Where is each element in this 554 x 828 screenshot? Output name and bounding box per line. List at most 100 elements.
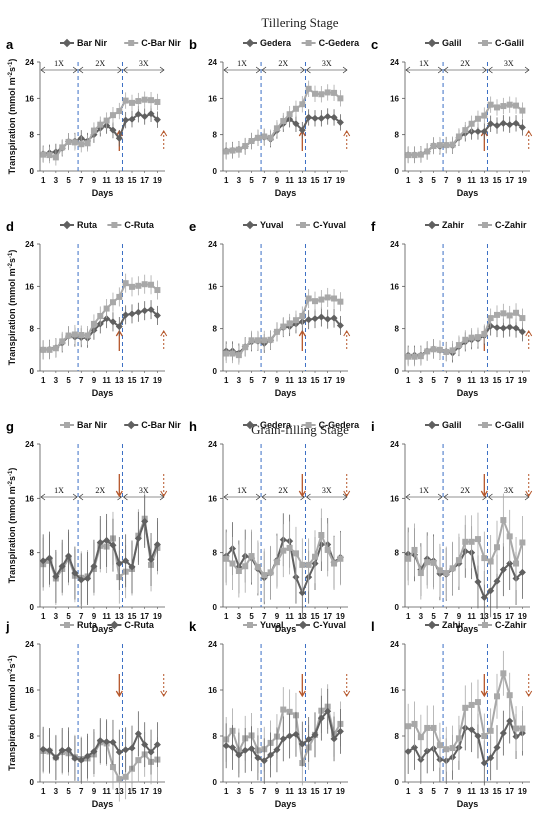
x-tick-label: 15 — [493, 176, 502, 185]
data-point — [267, 134, 274, 141]
data-point — [267, 569, 274, 576]
x-tick-label: 13 — [298, 176, 307, 185]
data-point — [280, 547, 287, 554]
panel-label-l: l — [371, 619, 375, 634]
y-tick-label: 0 — [213, 367, 218, 376]
x-tick-label: 15 — [128, 787, 137, 796]
data-point — [90, 562, 98, 570]
data-point — [487, 120, 495, 128]
x-tick-label: 11 — [467, 612, 476, 621]
arrowhead-right-icon — [437, 493, 443, 501]
arrowhead-left-icon — [261, 493, 267, 501]
x-tick-label: 19 — [518, 787, 527, 796]
data-point — [109, 764, 116, 771]
data-point — [487, 101, 494, 108]
data-point — [235, 568, 242, 575]
data-point — [122, 746, 130, 754]
data-point — [248, 553, 255, 560]
x-tick-label: 17 — [140, 376, 149, 385]
data-point — [336, 321, 344, 330]
arrowhead-right-icon — [72, 493, 78, 501]
data-point — [506, 717, 514, 725]
data-point — [59, 338, 66, 345]
data-point — [45, 554, 54, 562]
data-point — [235, 352, 242, 359]
legend-diamond-icon — [126, 420, 136, 430]
data-point — [292, 105, 299, 112]
data-point — [280, 323, 287, 330]
arrow-down-icon — [298, 490, 306, 498]
data-point — [153, 311, 161, 319]
x-tick-label: 1 — [41, 176, 46, 185]
data-point — [324, 315, 332, 323]
x-tick-label: 17 — [505, 376, 514, 385]
data-point — [122, 116, 130, 124]
x-tick-label: 11 — [467, 376, 476, 385]
panel-label-h: h — [189, 419, 197, 434]
data-point — [65, 552, 73, 560]
data-point — [311, 315, 319, 323]
x-axis-label: Days — [275, 188, 297, 198]
data-point — [292, 550, 299, 557]
data-point — [518, 568, 526, 576]
data-point — [122, 557, 130, 565]
data-point — [330, 314, 338, 322]
data-point — [455, 342, 462, 349]
data-point — [455, 557, 462, 564]
legend-square-icon — [482, 222, 488, 228]
arrowhead-right-icon — [437, 66, 443, 74]
arrow-dashed-icon — [160, 130, 168, 137]
data-point — [223, 148, 230, 155]
y-tick-label: 16 — [208, 282, 217, 291]
data-point — [154, 287, 161, 294]
data-point — [405, 353, 412, 360]
arrowhead-right-icon — [72, 66, 78, 74]
data-point — [59, 144, 66, 151]
data-point — [411, 152, 418, 159]
x-tick-label: 5 — [249, 176, 254, 185]
data-point — [424, 559, 431, 566]
data-point — [500, 517, 507, 524]
data-point — [480, 759, 488, 767]
legend-diamond-icon — [245, 420, 255, 430]
data-point — [153, 116, 161, 124]
data-point — [494, 693, 501, 700]
data-point — [480, 127, 488, 136]
data-point — [286, 544, 293, 551]
data-point — [128, 310, 136, 318]
data-point — [499, 729, 507, 737]
x-tick-label: 3 — [54, 787, 59, 796]
data-point — [305, 113, 313, 121]
x-tick-label: 3 — [54, 612, 59, 621]
legend-label-1: Ruta — [77, 220, 98, 230]
phase-label: 1X — [54, 486, 64, 495]
x-tick-label: 15 — [311, 376, 320, 385]
x-tick-label: 5 — [431, 176, 436, 185]
x-tick-label: 17 — [323, 376, 332, 385]
legend-label-1: Yuval — [260, 620, 284, 630]
data-point — [513, 560, 520, 567]
x-tick-label: 5 — [66, 787, 71, 796]
y-tick-label: 24 — [208, 440, 217, 449]
x-tick-label: 19 — [153, 612, 162, 621]
data-point — [116, 776, 123, 783]
x-tick-label: 17 — [140, 787, 149, 796]
data-point — [330, 113, 338, 121]
arrowhead-right-icon — [255, 66, 261, 74]
x-tick-label: 13 — [115, 176, 124, 185]
y-axis-label: Transpiration (mmol m-2s-1) — [7, 655, 17, 771]
phase-label: 3X — [322, 486, 332, 495]
data-point — [103, 305, 110, 312]
x-tick-label: 3 — [419, 376, 424, 385]
arrow-dashed-icon — [343, 690, 351, 697]
x-tick-label: 7 — [444, 612, 449, 621]
arrowhead-right-icon — [482, 66, 487, 74]
data-point — [71, 139, 78, 146]
y-tick-label: 8 — [213, 131, 218, 140]
data-point — [46, 152, 53, 159]
data-point — [337, 298, 344, 305]
data-point — [405, 152, 412, 159]
data-point — [455, 133, 462, 140]
